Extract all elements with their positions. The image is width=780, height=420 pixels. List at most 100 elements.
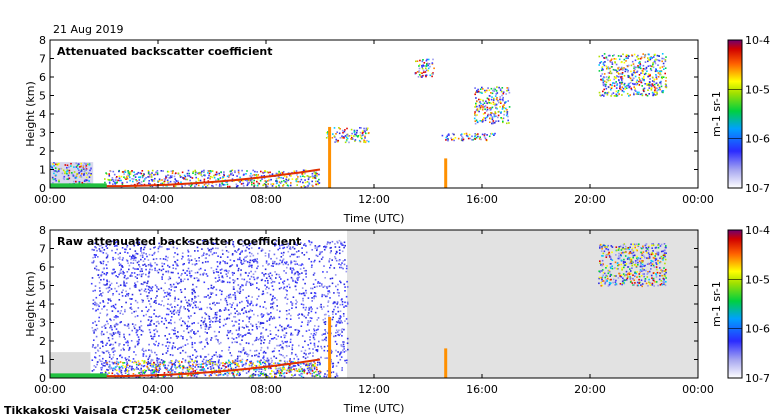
backscatter-pixel [251, 296, 253, 298]
backscatter-pixel [194, 304, 197, 307]
backscatter-pixel [140, 371, 142, 374]
backscatter-pixel [244, 352, 246, 355]
backscatter-pixel [339, 315, 342, 317]
backscatter-pixel [657, 244, 659, 246]
backscatter-pixel [273, 347, 276, 350]
backscatter-pixel [307, 344, 309, 346]
backscatter-pixel [140, 283, 143, 285]
backscatter-pixel [314, 325, 316, 327]
backscatter-pixel [506, 109, 508, 111]
backscatter-pixel [175, 179, 177, 182]
backscatter-pixel [610, 95, 612, 97]
backscatter-pixel [136, 173, 138, 175]
backscatter-pixel [421, 60, 424, 63]
backscatter-pixel [128, 376, 130, 378]
backscatter-pixel [236, 290, 239, 292]
backscatter-pixel [53, 178, 56, 181]
backscatter-pixel [262, 172, 265, 174]
backscatter-pixel [116, 358, 118, 360]
backscatter-pixel [173, 185, 175, 188]
backscatter-pixel [220, 293, 223, 296]
backscatter-pixel [260, 363, 262, 366]
backscatter-pixel [647, 59, 650, 61]
backscatter-pixel [195, 286, 198, 288]
backscatter-pixel [631, 79, 634, 81]
backscatter-pixel [218, 356, 221, 358]
backscatter-pixel [505, 93, 507, 95]
backscatter-pixel [142, 248, 145, 251]
backscatter-pixel [241, 263, 243, 265]
backscatter-pixel [271, 173, 274, 175]
backscatter-pixel [347, 135, 349, 137]
backscatter-pixel [665, 76, 667, 79]
backscatter-pixel [85, 172, 88, 174]
backscatter-pixel [163, 361, 165, 364]
backscatter-pixel [119, 331, 121, 334]
backscatter-pixel [172, 345, 174, 347]
backscatter-pixel [270, 258, 272, 260]
backscatter-pixel [268, 179, 271, 182]
backscatter-pixel [312, 334, 315, 337]
backscatter-pixel [236, 175, 238, 177]
backscatter-pixel [338, 132, 341, 135]
backscatter-pixel [112, 294, 114, 296]
backscatter-pixel [275, 185, 277, 188]
backscatter-pixel [269, 372, 272, 375]
backscatter-pixel [162, 375, 165, 377]
backscatter-pixel [307, 297, 310, 299]
backscatter-pixel [105, 172, 107, 174]
backscatter-pixel [151, 372, 154, 375]
backscatter-pixel [643, 73, 646, 76]
backscatter-pixel [262, 357, 264, 359]
backscatter-pixel [237, 258, 239, 261]
backscatter-pixel [602, 79, 605, 82]
backscatter-pixel [253, 368, 255, 371]
backscatter-pixel [172, 369, 174, 371]
backscatter-pixel [187, 255, 190, 257]
backscatter-pixel [248, 264, 251, 266]
backscatter-pixel [365, 132, 367, 135]
backscatter-pixel [166, 185, 168, 187]
backscatter-pixel [306, 356, 309, 358]
backscatter-pixel [605, 83, 607, 86]
backscatter-pixel [132, 174, 135, 177]
backscatter-pixel [343, 348, 345, 350]
backscatter-pixel [112, 268, 114, 271]
backscatter-pixel [251, 373, 254, 376]
backscatter-pixel [117, 361, 120, 364]
backscatter-pixel [190, 270, 193, 272]
backscatter-pixel [344, 359, 346, 362]
backscatter-pixel [115, 362, 118, 365]
backscatter-pixel [347, 303, 349, 305]
backscatter-pixel [282, 342, 285, 345]
backscatter-pixel [454, 137, 457, 139]
backscatter-pixel [200, 366, 202, 368]
backscatter-pixel [167, 369, 169, 372]
backscatter-pixel [471, 139, 473, 141]
backscatter-pixel [183, 321, 186, 324]
backscatter-pixel [121, 291, 123, 294]
backscatter-pixel [226, 183, 229, 186]
backscatter-pixel [506, 122, 508, 125]
backscatter-pixel [118, 177, 121, 179]
backscatter-pixel [303, 176, 306, 178]
backscatter-pixel [217, 255, 219, 257]
backscatter-pixel [486, 108, 489, 111]
y-tick-label: 8 [39, 34, 46, 47]
backscatter-pixel [209, 175, 212, 178]
backscatter-pixel [483, 134, 486, 136]
backscatter-pixel [343, 328, 345, 331]
backscatter-pixel [139, 254, 142, 257]
backscatter-pixel [215, 351, 217, 354]
backscatter-pixel [120, 179, 122, 182]
backscatter-pixel [197, 279, 199, 282]
backscatter-pixel [134, 282, 136, 284]
backscatter-pixel [319, 251, 321, 253]
backscatter-pixel [180, 181, 182, 184]
backscatter-pixel [262, 292, 265, 295]
backscatter-pixel [474, 106, 476, 108]
backscatter-pixel [483, 102, 486, 104]
backscatter-pixel [125, 248, 127, 251]
backscatter-pixel [83, 162, 86, 165]
backscatter-pixel [187, 370, 190, 373]
